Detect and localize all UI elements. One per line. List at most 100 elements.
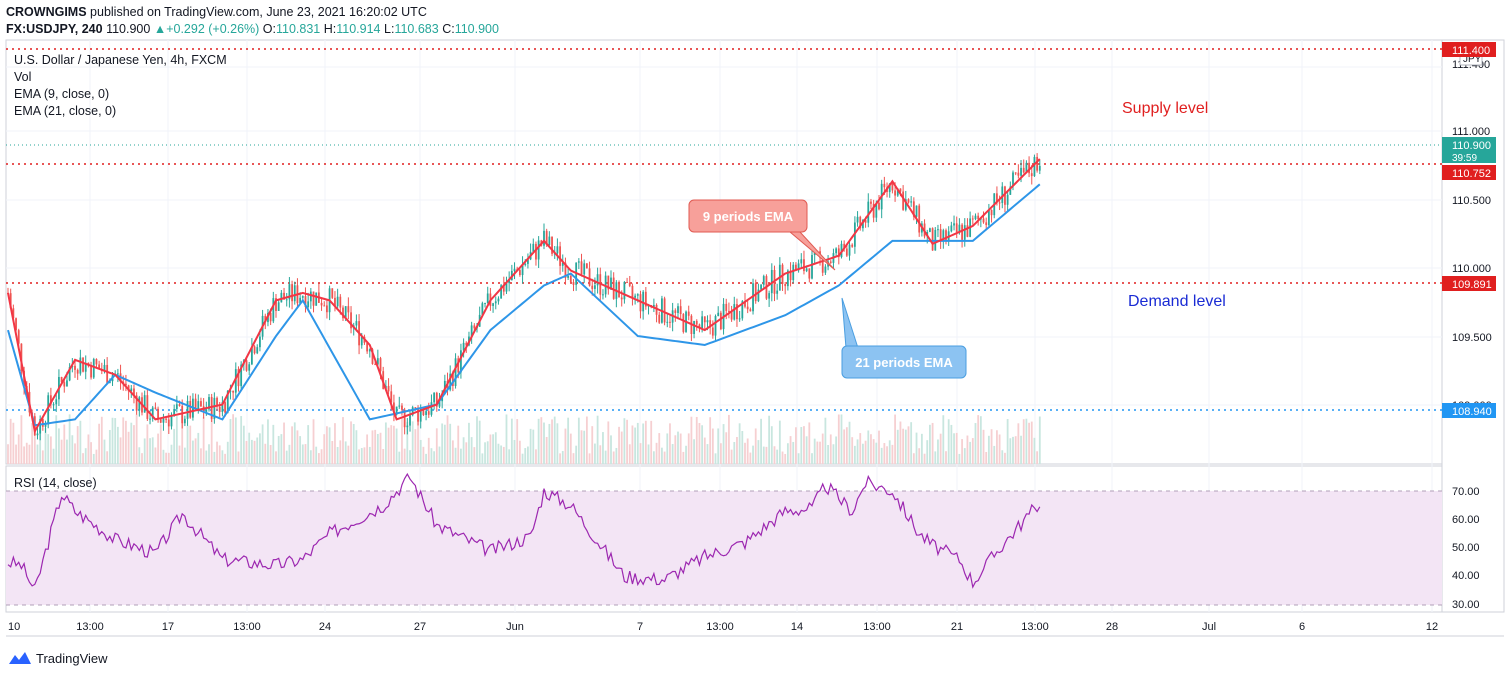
candle-body <box>76 369 79 374</box>
volume-bar <box>693 439 695 464</box>
candle-body <box>829 261 832 263</box>
candle-body <box>103 364 106 372</box>
volume-bar <box>540 417 543 464</box>
volume-bar <box>703 437 706 464</box>
volume-bar <box>998 434 1001 464</box>
candle-body <box>942 230 945 241</box>
candle-body <box>63 382 66 387</box>
volume-bar <box>272 424 275 464</box>
candle-body <box>342 307 344 319</box>
candle-body <box>626 282 628 284</box>
candle-body <box>862 220 864 229</box>
volume-bar <box>953 433 955 464</box>
volume-bar <box>527 446 529 464</box>
volume-bar <box>430 448 433 464</box>
volume-bar <box>580 430 583 464</box>
candle-body <box>636 294 639 296</box>
candle-body <box>971 218 974 220</box>
volume-bar <box>484 442 486 464</box>
volume-bar <box>845 427 848 464</box>
volume-bar <box>894 414 896 464</box>
volume-bar <box>690 416 693 464</box>
volume-bar <box>851 437 854 464</box>
candle-body <box>422 408 425 415</box>
volume-bar <box>183 447 186 464</box>
volume-bar <box>937 439 939 464</box>
ema21-line <box>7 183 1041 427</box>
candle-body <box>693 320 695 335</box>
volume-bar <box>974 423 977 464</box>
candle-body <box>159 419 162 423</box>
candle-body <box>275 298 277 311</box>
candle-body <box>674 310 677 313</box>
volume-bar <box>226 441 229 464</box>
volume-bar <box>441 423 444 464</box>
volume-bar <box>371 430 374 464</box>
volume-bar <box>358 449 360 464</box>
demand-level-label: Demand level <box>1128 293 1226 310</box>
candle-body <box>320 302 323 306</box>
volume-bar <box>969 441 972 464</box>
candle-body <box>902 191 905 210</box>
candle-body <box>253 346 256 354</box>
candle-body <box>588 268 591 286</box>
candle-body <box>376 358 379 365</box>
candle-body <box>92 359 95 378</box>
candle-body <box>644 291 647 307</box>
volume-bar <box>468 422 470 464</box>
candle-body <box>309 291 312 302</box>
volume-bar <box>1012 436 1014 464</box>
volume-bar <box>912 453 915 464</box>
candle-body <box>1009 186 1012 195</box>
volume-bar <box>267 419 269 464</box>
candle-body <box>39 418 42 434</box>
up-arrow-icon: ▲ <box>153 22 167 36</box>
candle-body <box>669 321 671 323</box>
candle-body <box>527 259 529 264</box>
candle-body <box>106 364 109 384</box>
volume-bar <box>776 449 779 464</box>
price-change: +0.292 (+0.26%) <box>166 22 260 36</box>
candle-body <box>878 202 880 210</box>
current-price-tag: 110.900 <box>1452 140 1491 152</box>
time-tick: Jul <box>1202 621 1216 633</box>
candle-body <box>301 296 304 298</box>
volume-bar <box>682 451 685 464</box>
volume-bar <box>880 447 883 464</box>
volume-bar <box>789 436 792 464</box>
volume-bar <box>403 448 406 464</box>
supply-level-tag: 110.752 <box>1452 168 1491 180</box>
volume-bar <box>808 422 811 464</box>
volume-bar <box>543 422 545 464</box>
volume-bar <box>95 449 98 464</box>
candle-body <box>315 292 318 306</box>
volume-bar <box>376 433 379 464</box>
volume-bar <box>133 425 135 464</box>
candle-body <box>545 230 548 245</box>
candle-body <box>379 358 382 372</box>
volume-bar <box>971 438 974 464</box>
candle-body <box>44 424 47 427</box>
volume-bar <box>612 451 615 464</box>
volume-bar <box>628 444 631 464</box>
volume-bar <box>1030 421 1033 464</box>
volume-bar <box>730 449 733 464</box>
volume-bar <box>714 453 717 464</box>
volume-bar <box>926 440 929 464</box>
volume-bar <box>939 433 942 464</box>
volume-bar <box>242 425 245 464</box>
candle-body <box>224 402 226 413</box>
candle-body <box>181 405 184 424</box>
candle-body <box>484 302 486 304</box>
volume-bar <box>138 447 141 464</box>
tradingview-brand[interactable]: TradingView <box>8 650 108 666</box>
candle-body <box>642 291 645 312</box>
candle-body <box>98 364 101 370</box>
volume-bar <box>529 428 532 464</box>
time-tick: 27 <box>414 621 426 633</box>
candle-body <box>628 282 631 286</box>
volume-bar <box>508 449 511 464</box>
volume-bar <box>393 425 395 464</box>
volume-bar <box>162 449 165 464</box>
